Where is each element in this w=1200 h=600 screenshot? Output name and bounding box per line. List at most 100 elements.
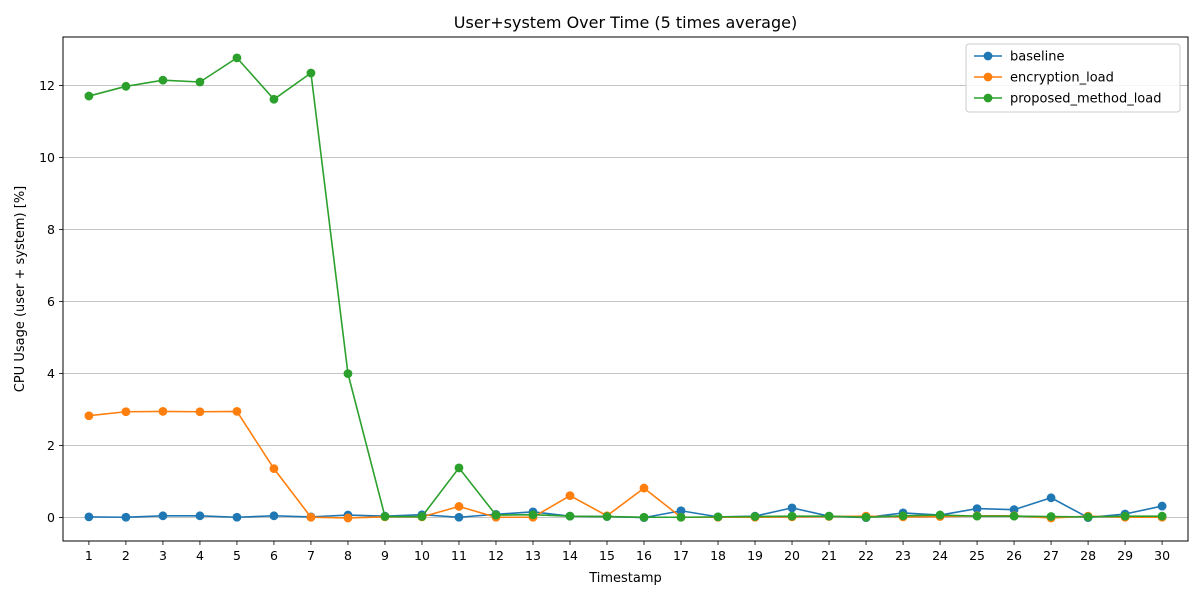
data-point — [417, 512, 427, 521]
legend-item: proposed_method_load — [974, 92, 1161, 107]
data-point — [232, 512, 242, 522]
x-tick-label: 29 — [1117, 548, 1133, 563]
x-tick-label: 13 — [525, 548, 541, 563]
x-tick-label: 3 — [159, 548, 167, 563]
data-point — [454, 512, 464, 522]
x-tick-label: 16 — [636, 548, 652, 563]
x-tick-label: 1 — [85, 548, 93, 563]
data-point — [121, 512, 131, 522]
data-point — [824, 511, 834, 521]
x-tick-label: 26 — [1006, 548, 1022, 563]
y-tick-label: 8 — [47, 222, 55, 237]
x-tick-label: 25 — [969, 548, 985, 563]
data-point — [750, 512, 760, 521]
data-point — [713, 512, 723, 522]
legend-marker — [983, 51, 993, 61]
data-point — [1083, 512, 1093, 522]
data-point — [1046, 512, 1056, 521]
legend-marker — [983, 93, 993, 103]
data-point — [232, 407, 242, 416]
data-point — [676, 512, 686, 522]
x-tick-label: 28 — [1080, 548, 1096, 563]
data-point — [158, 511, 168, 521]
x-tick-label: 19 — [747, 548, 763, 563]
x-tick-label: 5 — [233, 548, 241, 563]
legend: baseline encryption_load proposed_method_l… — [965, 43, 1181, 113]
x-tick-label: 14 — [562, 548, 578, 563]
plot-frame — [62, 36, 1189, 542]
x-tick-label: 9 — [381, 548, 389, 563]
data-point — [343, 369, 353, 378]
legend-label: encryption_load — [1010, 71, 1114, 86]
x-tick-label: 22 — [858, 548, 874, 563]
data-point — [158, 75, 168, 85]
series-layer — [84, 53, 1167, 523]
legend-item: baseline — [974, 50, 1064, 65]
y-axis-label: CPU Usage (user + system) [%] — [13, 186, 28, 392]
legend-label: baseline — [1010, 50, 1064, 65]
x-tick-label: 8 — [344, 548, 352, 563]
x-tick-label: 6 — [270, 548, 278, 563]
y-tick-label: 2 — [47, 438, 55, 453]
data-point — [565, 511, 575, 521]
x-tick-label: 2 — [122, 548, 130, 563]
y-tick-label: 4 — [47, 366, 55, 381]
series-line — [88, 56, 1163, 519]
data-point — [454, 463, 464, 473]
data-point — [639, 483, 649, 493]
x-tick-label: 20 — [784, 548, 800, 563]
data-point — [269, 464, 279, 474]
data-point — [121, 407, 131, 417]
y-tick-label: 10 — [39, 150, 55, 165]
data-point — [639, 512, 649, 522]
series-proposed-method-load — [84, 53, 1167, 522]
x-tick-label: 27 — [1043, 548, 1059, 563]
x-tick-label: 23 — [895, 548, 911, 563]
x-tick-label: 21 — [821, 548, 837, 563]
data-point — [565, 491, 575, 501]
data-point — [306, 68, 316, 78]
data-point — [1046, 493, 1056, 503]
data-point — [972, 511, 982, 521]
data-point — [1009, 511, 1019, 521]
x-tick-label: 7 — [307, 548, 315, 563]
chart-title: User+system Over Time (5 times average) — [454, 13, 797, 32]
data-point — [676, 506, 686, 516]
data-point — [1120, 511, 1130, 521]
data-point — [787, 503, 797, 513]
y-tick-label: 12 — [39, 78, 55, 93]
data-point — [380, 512, 390, 521]
data-point — [528, 510, 538, 520]
x-tick-label: 15 — [599, 548, 615, 563]
x-axis: 1 2 3 4 5 6 7 8 9 10 11 12 13 14 15 16 17 18 19 20 21 22 23 24 2… — [85, 541, 1170, 563]
data-point — [972, 504, 982, 513]
legend-frame — [965, 43, 1181, 113]
data-point — [1157, 501, 1167, 511]
data-point — [602, 512, 612, 521]
data-point — [454, 502, 464, 511]
x-tick-label: 4 — [196, 548, 204, 563]
x-axis-label: Timestamp — [588, 571, 662, 586]
x-tick-label: 30 — [1154, 548, 1170, 563]
data-point — [343, 513, 353, 523]
data-point — [1157, 511, 1167, 521]
data-point — [232, 53, 242, 63]
y-axis: 0 2 4 6 8 10 12 — [39, 78, 63, 525]
x-tick-label: 12 — [488, 548, 504, 563]
data-point — [121, 81, 131, 91]
y-tick-label: 0 — [47, 510, 55, 525]
data-point — [84, 411, 94, 421]
x-tick-label: 24 — [932, 548, 948, 563]
data-point — [84, 512, 94, 522]
data-point — [195, 77, 205, 87]
data-point — [158, 407, 168, 416]
data-point — [1009, 505, 1019, 515]
data-point — [195, 511, 205, 521]
legend-marker — [983, 72, 993, 82]
x-tick-label: 17 — [673, 548, 689, 563]
x-tick-label: 11 — [451, 548, 467, 563]
legend-item: encryption_load — [974, 71, 1114, 86]
data-point — [269, 94, 279, 104]
x-tick-label: 18 — [710, 548, 726, 563]
